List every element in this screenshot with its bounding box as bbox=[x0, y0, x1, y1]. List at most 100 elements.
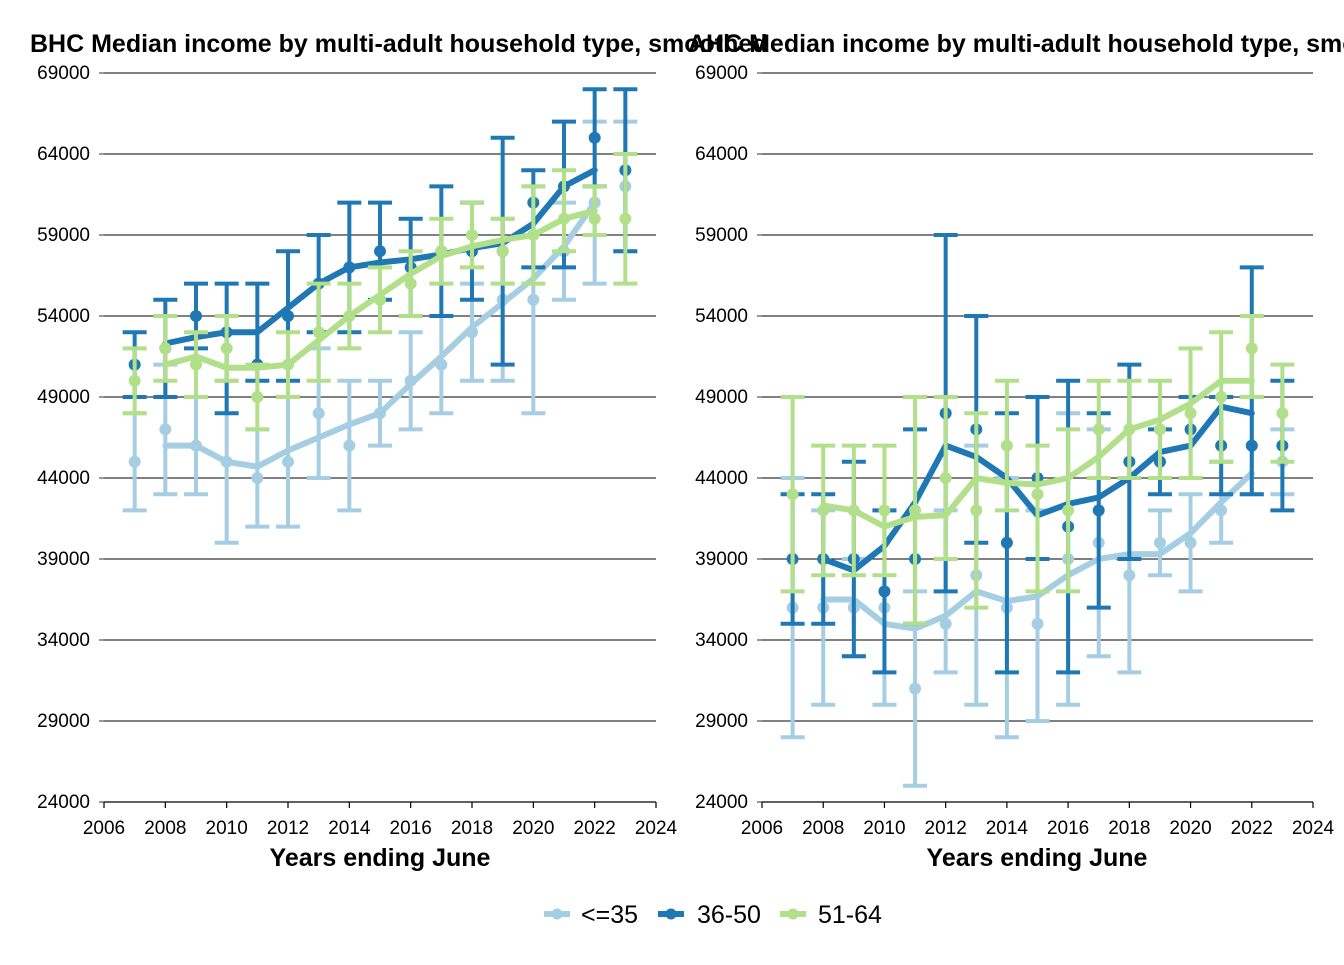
y-tick-label: 44000 bbox=[37, 468, 90, 489]
y-tick-label: 39000 bbox=[37, 549, 90, 570]
smoothed-line bbox=[162, 167, 598, 347]
data-point bbox=[312, 407, 325, 420]
data-point bbox=[786, 488, 799, 501]
data-point bbox=[496, 245, 509, 258]
data-point bbox=[1245, 439, 1258, 452]
x-tick-label: 2022 bbox=[1231, 818, 1273, 839]
series-layer bbox=[122, 87, 638, 545]
legend-marker bbox=[551, 908, 563, 920]
smoothed-line bbox=[820, 377, 1255, 530]
data-point bbox=[159, 423, 172, 436]
data-point bbox=[404, 277, 417, 290]
data-point bbox=[1215, 391, 1228, 403]
y-tick-label: 24000 bbox=[37, 792, 90, 813]
data-point bbox=[190, 310, 202, 322]
data-point bbox=[1000, 536, 1013, 549]
y-tick-label: 54000 bbox=[37, 306, 90, 327]
data-point bbox=[251, 472, 264, 484]
y-tick-label: 34000 bbox=[695, 630, 748, 651]
x-tick-label: 2006 bbox=[741, 818, 783, 839]
y-tick-label: 54000 bbox=[695, 306, 748, 327]
x-tick-label: 2016 bbox=[390, 818, 432, 839]
data-point bbox=[1184, 536, 1197, 549]
smoothed-line bbox=[162, 199, 598, 470]
data-point bbox=[1153, 423, 1166, 436]
data-point bbox=[1153, 536, 1166, 549]
y-tick-label: 39000 bbox=[695, 549, 748, 570]
data-point bbox=[878, 504, 891, 517]
legend-marker bbox=[665, 908, 677, 920]
data-point bbox=[1276, 407, 1289, 420]
y-tick-label: 59000 bbox=[695, 225, 748, 246]
data-point bbox=[588, 212, 601, 225]
x-axis-label: Years ending June bbox=[927, 844, 1148, 872]
smoothed-line bbox=[162, 207, 598, 371]
legend: <=35 36-50 51-64 bbox=[544, 901, 882, 929]
y-tick-label: 69000 bbox=[37, 63, 90, 84]
y-axis-ticks: 24000 29000 34000 39000 44000 49000 54000 59000… bbox=[37, 63, 104, 813]
ahc-chart-panel: AHC Median income by multi-adult househo… bbox=[688, 30, 1344, 872]
x-axis-label: Years ending June bbox=[270, 844, 491, 872]
series-51-64 bbox=[780, 314, 1295, 626]
y-tick-label: 59000 bbox=[37, 225, 90, 246]
y-tick-label: 69000 bbox=[695, 63, 748, 84]
x-tick-label: 2006 bbox=[83, 818, 125, 839]
x-tick-label: 2022 bbox=[574, 818, 616, 839]
x-axis: 2006 2008 2010 2012 2014 2016 2018 2020 2022 2024 bbox=[83, 801, 678, 839]
x-tick-label: 2010 bbox=[206, 818, 248, 839]
x-tick-label: 2016 bbox=[1047, 818, 1089, 839]
data-point bbox=[878, 585, 891, 598]
x-tick-label: 2012 bbox=[925, 818, 967, 839]
data-point bbox=[1031, 488, 1044, 501]
y-tick-label: 29000 bbox=[695, 711, 748, 732]
legend-label: 36-50 bbox=[697, 901, 761, 929]
data-point bbox=[909, 682, 922, 695]
y-axis-ticks: 24000 29000 34000 39000 44000 49000 54000 59000… bbox=[695, 63, 762, 813]
legend-item: <=35 bbox=[544, 901, 638, 929]
data-point bbox=[220, 342, 233, 355]
data-point bbox=[1000, 439, 1013, 452]
data-point bbox=[190, 358, 202, 371]
data-point bbox=[527, 293, 540, 306]
y-tick-label: 24000 bbox=[695, 792, 748, 813]
bhc-chart-panel: BHC Median income by multi-adult househo… bbox=[30, 30, 768, 872]
x-tick-label: 2008 bbox=[802, 818, 844, 839]
data-point bbox=[1092, 423, 1105, 436]
x-tick-label: 2024 bbox=[1292, 818, 1335, 839]
data-point bbox=[1245, 342, 1258, 355]
data-point bbox=[939, 472, 952, 484]
data-point bbox=[588, 131, 601, 144]
y-tick-label: 49000 bbox=[37, 387, 90, 408]
chart-title: BHC Median income by multi-adult househo… bbox=[30, 30, 768, 58]
x-tick-label: 2008 bbox=[144, 818, 186, 839]
y-tick-label: 64000 bbox=[37, 144, 90, 165]
data-point bbox=[251, 391, 264, 403]
chart-title: AHC Median income by multi-adult househo… bbox=[688, 30, 1344, 58]
x-tick-label: 2012 bbox=[267, 818, 309, 839]
data-point bbox=[619, 212, 632, 225]
x-tick-label: 2018 bbox=[451, 818, 493, 839]
x-tick-label: 2018 bbox=[1108, 818, 1150, 839]
y-tick-label: 49000 bbox=[695, 387, 748, 408]
data-point bbox=[909, 504, 922, 517]
x-tick-label: 2014 bbox=[328, 818, 371, 839]
data-point bbox=[374, 245, 386, 258]
data-point bbox=[128, 455, 141, 468]
legend-marker bbox=[787, 908, 799, 920]
legend-item: 51-64 bbox=[780, 901, 882, 929]
data-point bbox=[1062, 504, 1075, 517]
data-point bbox=[1092, 504, 1105, 517]
legend-label: 51-64 bbox=[818, 901, 882, 929]
data-point bbox=[466, 229, 478, 241]
y-tick-label: 29000 bbox=[37, 711, 90, 732]
x-tick-label: 2020 bbox=[512, 818, 554, 839]
y-tick-label: 34000 bbox=[37, 630, 90, 651]
data-point bbox=[970, 504, 983, 517]
data-point bbox=[159, 342, 172, 355]
legend-label: <=35 bbox=[581, 901, 638, 929]
data-point bbox=[128, 374, 141, 387]
x-tick-label: 2020 bbox=[1169, 818, 1211, 839]
data-point bbox=[1123, 569, 1136, 582]
